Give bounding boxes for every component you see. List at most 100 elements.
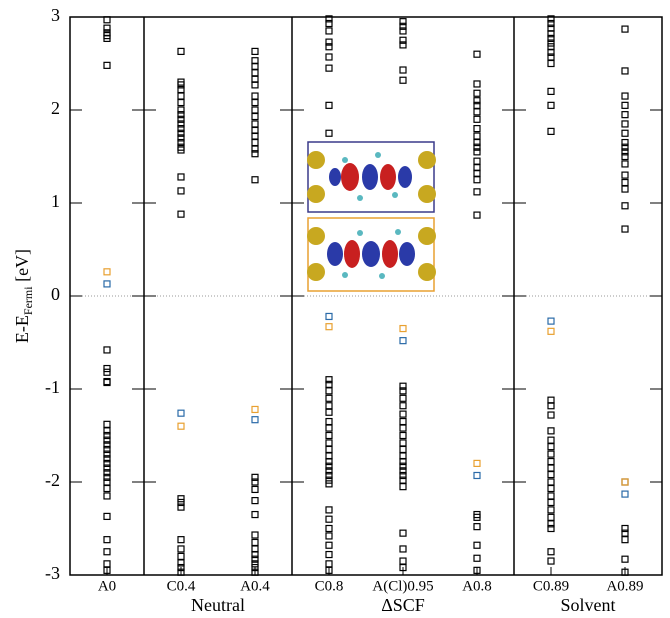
energy-level bbox=[252, 70, 258, 76]
energy-level bbox=[326, 425, 332, 431]
energy-level bbox=[252, 539, 258, 545]
energy-level bbox=[622, 203, 628, 209]
energy-level bbox=[326, 54, 332, 60]
energy-level bbox=[326, 552, 332, 558]
energy-level bbox=[326, 433, 332, 439]
energy-level bbox=[548, 493, 554, 499]
energy-level bbox=[252, 498, 258, 504]
energy-level bbox=[474, 109, 480, 115]
energy-level bbox=[548, 486, 554, 492]
energy-level bbox=[548, 88, 554, 94]
energy-level bbox=[252, 417, 258, 423]
energy-level bbox=[400, 546, 406, 552]
y-label-text: E-E bbox=[12, 315, 32, 343]
energy-level bbox=[474, 472, 480, 478]
energy-level bbox=[548, 499, 554, 505]
x-tick-label: A0 bbox=[98, 578, 116, 594]
energy-level bbox=[474, 460, 480, 466]
group-label: Neutral bbox=[191, 595, 245, 615]
energy-level bbox=[326, 28, 332, 34]
energy-level bbox=[178, 496, 184, 502]
energy-level bbox=[326, 403, 332, 409]
energy-level bbox=[104, 269, 110, 275]
y-tick-label: -2 bbox=[45, 470, 60, 490]
energy-level bbox=[400, 338, 406, 344]
energy-level bbox=[326, 65, 332, 71]
energy-level bbox=[474, 542, 480, 548]
energy-level bbox=[104, 549, 110, 555]
inset-upper bbox=[307, 142, 436, 212]
energy-level bbox=[326, 395, 332, 401]
inset-lower bbox=[307, 218, 436, 291]
energy-level bbox=[474, 524, 480, 530]
energy-level bbox=[400, 446, 406, 452]
energy-level bbox=[104, 537, 110, 543]
x-tick-label: A0.8 bbox=[462, 578, 492, 594]
energy-level bbox=[104, 486, 110, 492]
energy-level bbox=[252, 177, 258, 183]
energy-level bbox=[622, 537, 628, 543]
energy-level bbox=[326, 324, 332, 330]
energy-level bbox=[622, 121, 628, 127]
energy-level bbox=[400, 558, 406, 564]
y-tick-label: -1 bbox=[45, 377, 60, 397]
energy-level bbox=[622, 479, 628, 485]
energy-level bbox=[326, 388, 332, 394]
group-label: ΔSCF bbox=[381, 595, 425, 615]
energy-level bbox=[104, 561, 110, 567]
energy-level bbox=[252, 486, 258, 492]
energy-level bbox=[178, 546, 184, 552]
energy-level bbox=[400, 419, 406, 425]
energy-level bbox=[252, 107, 258, 113]
energy-level bbox=[400, 326, 406, 332]
y-axis-label: E-EFermi [eV] bbox=[12, 249, 35, 343]
energy-level bbox=[548, 412, 554, 418]
energy-level bbox=[548, 507, 554, 513]
energy-level bbox=[178, 48, 184, 54]
energy-level bbox=[252, 140, 258, 146]
energy-level bbox=[252, 532, 258, 538]
energy-level bbox=[104, 62, 110, 68]
page: {"chart_data": { "type": "scatter", "yla… bbox=[0, 0, 670, 618]
energy-level bbox=[326, 409, 332, 415]
energy-level bbox=[178, 423, 184, 429]
energy-level bbox=[326, 507, 332, 513]
energy-level bbox=[178, 188, 184, 194]
y-tick-label: 0 bbox=[51, 284, 60, 304]
energy-level bbox=[178, 410, 184, 416]
x-tick-label: C0.89 bbox=[533, 578, 569, 594]
energy-level bbox=[104, 347, 110, 353]
energy-level bbox=[474, 90, 480, 96]
energy-level bbox=[474, 158, 480, 164]
energy-level bbox=[400, 403, 406, 409]
energy-level bbox=[548, 318, 554, 324]
x-tick-label: A0.4 bbox=[240, 578, 270, 594]
energy-level bbox=[326, 533, 332, 539]
y-label-suffix: [eV] bbox=[12, 249, 32, 286]
energy-level bbox=[548, 479, 554, 485]
x-tick-label: A(Cl)0.95 bbox=[372, 578, 433, 594]
energy-level bbox=[622, 26, 628, 32]
energy-level bbox=[622, 180, 628, 186]
energy-level bbox=[400, 77, 406, 83]
energy-level bbox=[252, 100, 258, 106]
energy-level bbox=[400, 425, 406, 431]
energy-level bbox=[474, 81, 480, 87]
x-tick-label: A0.89 bbox=[606, 578, 643, 594]
energy-level bbox=[548, 61, 554, 67]
energy-level bbox=[400, 395, 406, 401]
energy-level bbox=[104, 513, 110, 519]
energy-level bbox=[326, 419, 332, 425]
energy-level bbox=[622, 172, 628, 178]
x-tick-label: C0.4 bbox=[167, 578, 196, 594]
energy-level bbox=[326, 130, 332, 136]
energy-level bbox=[252, 121, 258, 127]
energy-level bbox=[622, 186, 628, 192]
y-tick-label: -3 bbox=[45, 563, 60, 583]
energy-level bbox=[326, 102, 332, 108]
energy-level bbox=[474, 133, 480, 139]
energy-level bbox=[400, 411, 406, 417]
energy-level bbox=[400, 440, 406, 446]
energy-level bbox=[474, 126, 480, 132]
energy-level bbox=[178, 211, 184, 217]
